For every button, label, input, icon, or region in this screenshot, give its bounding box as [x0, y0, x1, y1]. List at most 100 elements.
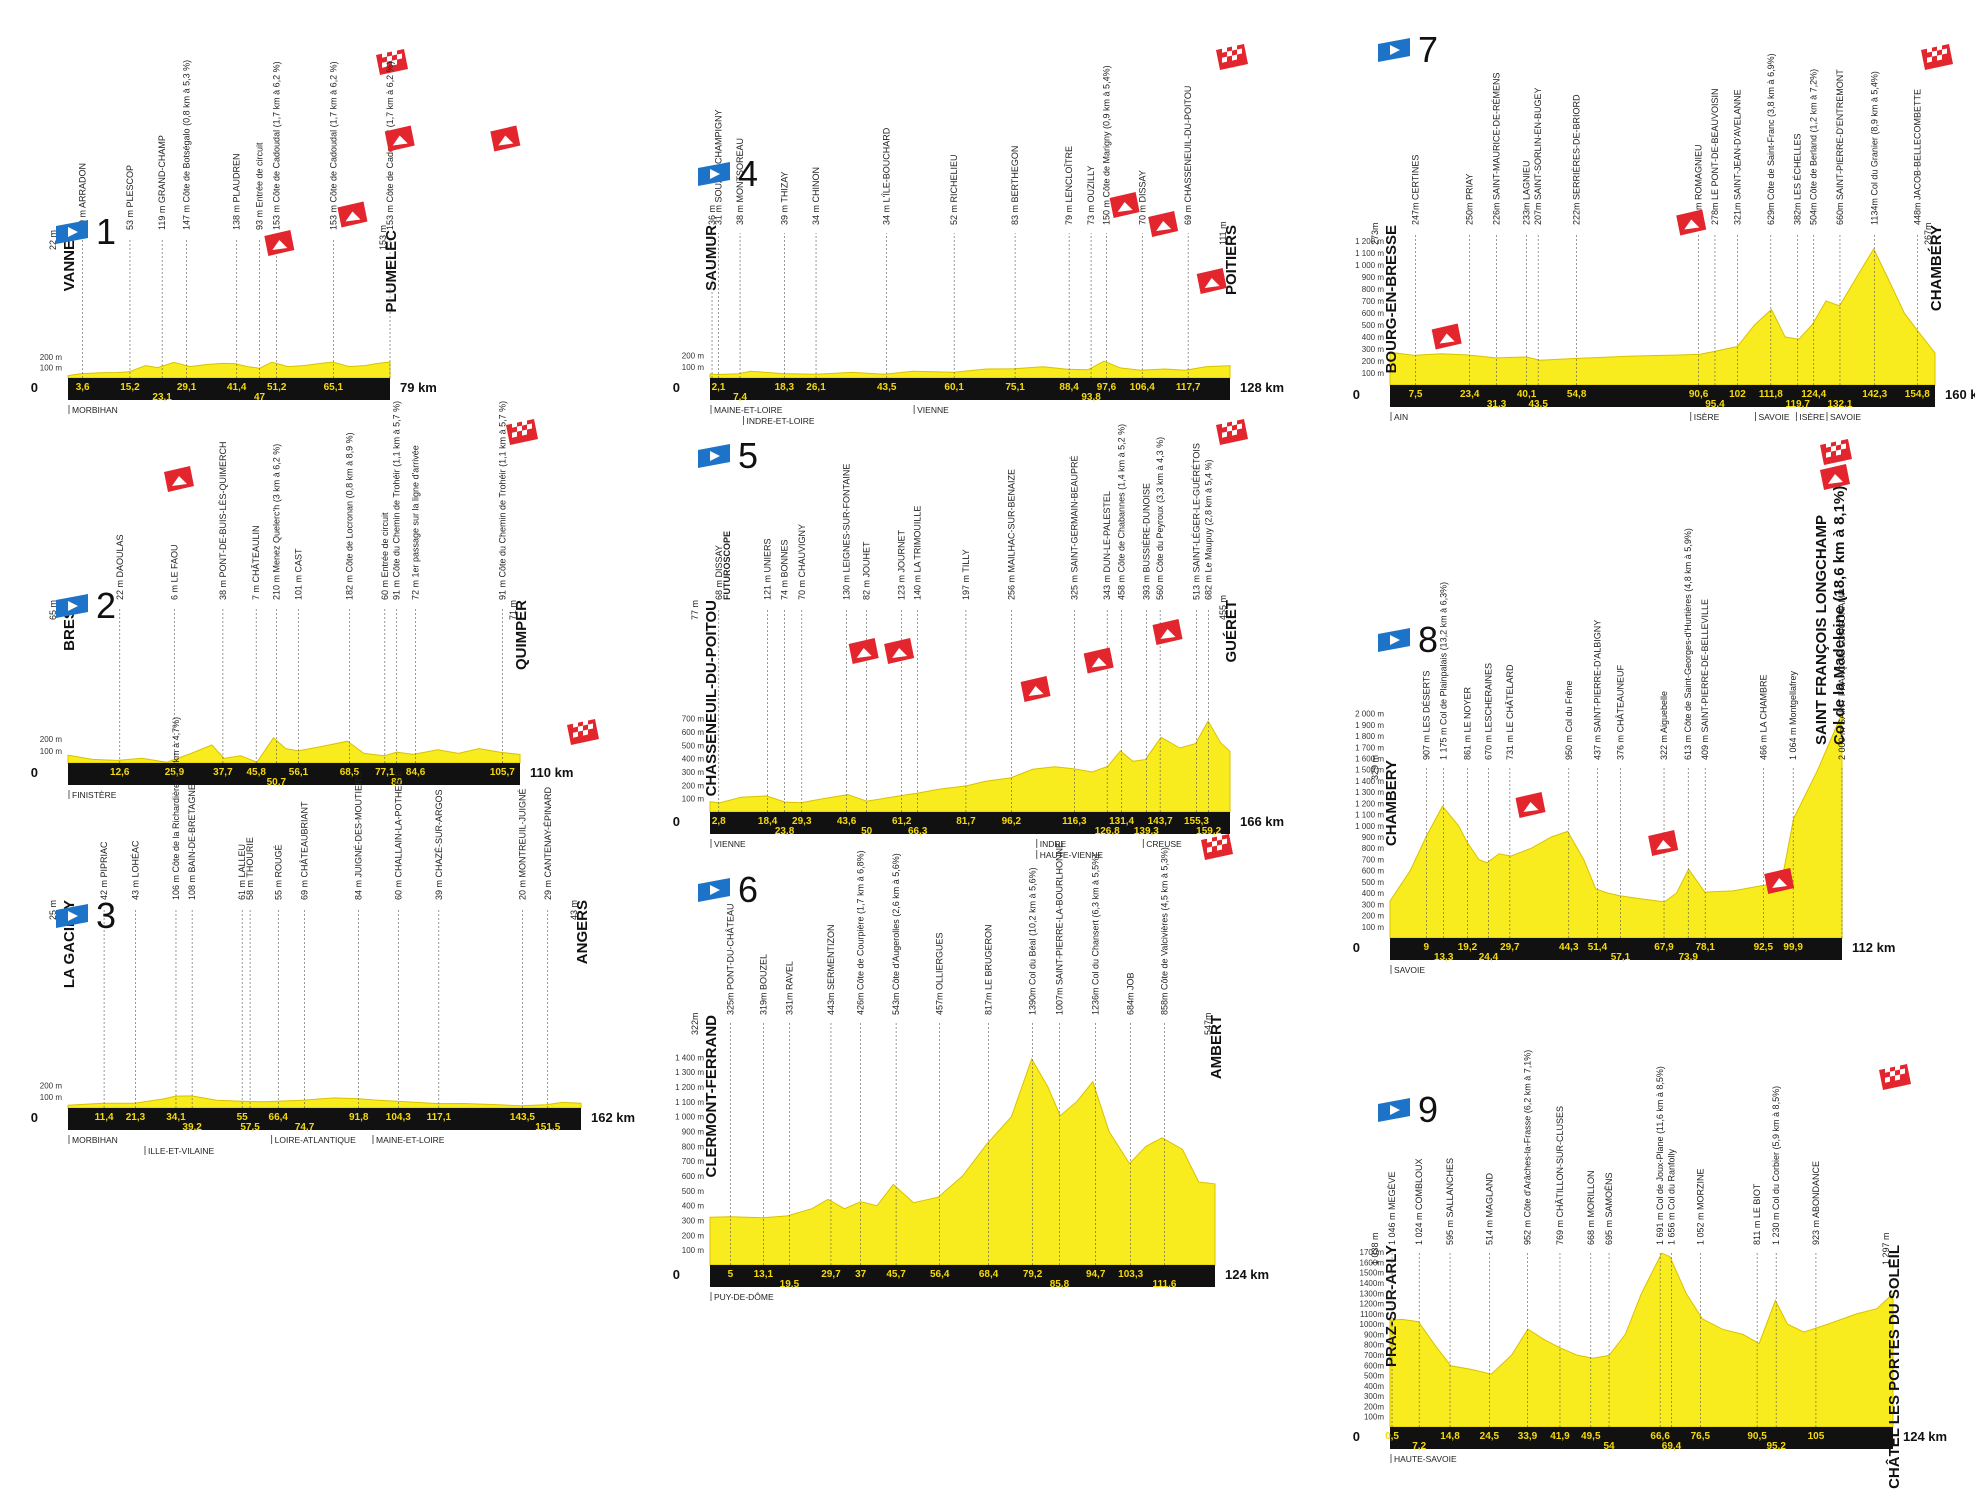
point-label: 343 m DUN-LE-PALESTEL	[1102, 491, 1112, 600]
y-tick-label: 500m	[1364, 1372, 1384, 1381]
checker-square	[1232, 429, 1237, 436]
km-top-label: 94,7	[1086, 1269, 1106, 1280]
finish-checkered-flag-icon	[1921, 44, 1953, 70]
play-triangle	[68, 911, 78, 921]
km-bottom-label: 54	[1603, 1441, 1615, 1452]
mountain-flag-icon	[1764, 868, 1795, 894]
km-top-label: 131,4	[1109, 816, 1134, 827]
start-flag-icon	[1378, 628, 1410, 652]
point-label: 443m SERMENTIZON	[826, 924, 836, 1015]
km-top-label: 155,3	[1184, 816, 1209, 827]
y-tick-label: 1 000 m	[1355, 822, 1384, 831]
checker-square	[1212, 840, 1217, 847]
checker-square	[578, 725, 583, 732]
point-label: 325m PONT-DU-CHÂTEAU	[725, 903, 735, 1015]
point-label: 42 m PIPRIAC	[99, 841, 109, 900]
y-tick-label: 200 m	[682, 1231, 705, 1240]
km-bottom-label: 57,5	[240, 1122, 260, 1133]
y-tick-label: 700 m	[682, 715, 705, 724]
checker-square	[1222, 56, 1227, 63]
km-top-label: 106,4	[1130, 382, 1155, 393]
km-bottom-label: 13,3	[1434, 952, 1454, 963]
km-top-label: 29,1	[177, 382, 197, 393]
place-name: SAUMUR	[703, 225, 720, 291]
start-altitude: 65 m	[48, 600, 58, 620]
km-top-label: 117,1	[427, 1112, 452, 1123]
km-bottom-label: 151,5	[535, 1122, 560, 1133]
y-tick-label: 100 m	[40, 364, 63, 373]
km-bar	[710, 378, 1230, 400]
checker-square	[1222, 838, 1227, 845]
point-label: 1 230 m Col du Corbier (5,9 km à 8,5%)	[1771, 1086, 1781, 1245]
point-label: 256 m MAILHAC-SUR-BENAIZE	[1006, 469, 1016, 600]
stage-distance: 160 km	[1945, 387, 1975, 402]
checker-square	[1932, 50, 1937, 57]
checker-square	[1237, 423, 1242, 430]
mountain-shape	[892, 648, 908, 658]
km-top-label: 34,1	[166, 1112, 186, 1123]
point-label: 409 m SAINT-PIERRE-DE-BELLEVILLE	[1700, 599, 1710, 760]
stage-distance: 79 km	[400, 380, 437, 395]
checker-square	[1237, 48, 1242, 55]
point-label: 1 175 m Col de Plainpalais (13,2 km à 6,…	[1439, 582, 1449, 760]
place-name: CHÂTEL LES PORTES DU SOLEIL	[1885, 1245, 1903, 1489]
finish-checkered-flag-icon	[1879, 1064, 1911, 1090]
region-label: PUY-DE-DÔME	[714, 1292, 774, 1302]
point-label: 43 m LOHÉAC	[130, 840, 140, 900]
stage-distance: 166 km	[1240, 814, 1284, 829]
play-triangle	[710, 885, 720, 895]
region-label: ISÈRE	[1694, 412, 1720, 422]
km-bottom-label: 50,7	[267, 777, 287, 788]
start-flag-icon	[56, 904, 88, 928]
km-bar	[1390, 1427, 1893, 1449]
checker-square	[397, 53, 402, 60]
checker-square	[1222, 46, 1227, 53]
checker-square	[573, 721, 578, 728]
km-bottom-label: 139,3	[1134, 826, 1159, 837]
place-name: PRAZ-SUR-ARLY	[1383, 1245, 1400, 1367]
checker-square	[387, 55, 392, 62]
mountain-flag-icon	[1148, 211, 1179, 237]
y-tick-label: 1 200 m	[1355, 799, 1384, 808]
start-flag-icon	[1378, 1098, 1410, 1122]
y-tick-label: 800m	[1364, 1341, 1384, 1350]
km-top-label: 96,2	[1002, 816, 1022, 827]
checker-square	[512, 421, 517, 428]
point-label: 121 m UNIERS	[763, 538, 773, 600]
point-label: 858m Côte de Valcivières (4,5 km à 5,3%)	[1160, 847, 1170, 1015]
y-tick-label: 400m	[1364, 1382, 1384, 1391]
y-tick-label: 900 m	[1362, 833, 1385, 842]
region-label: AIN	[1394, 412, 1408, 422]
km-bottom-label: 159,2	[1196, 826, 1221, 837]
y-tick-label: 600 m	[682, 1172, 705, 1181]
y-tick-label: 1200m	[1360, 1300, 1385, 1309]
km-top-label: 37	[855, 1269, 867, 1280]
region-label: INDRE	[1040, 839, 1067, 849]
point-label: 69 m CHASSENEUIL-DU-POITOU	[1183, 86, 1193, 225]
point-label: 731 m LE CHÂTELARD	[1505, 664, 1515, 760]
mountain-flag-icon	[1648, 830, 1679, 856]
checker-square	[1222, 421, 1227, 428]
y-tick-label: 200 m	[40, 353, 63, 362]
stage-distance: 162 km	[591, 1110, 635, 1125]
mountain-shape	[856, 648, 872, 658]
play-triangle	[1390, 635, 1400, 645]
point-label: 101 m CAST	[294, 548, 304, 600]
point-label: 1134m Col du Granier (8,9 km à 5,4%)	[1870, 71, 1880, 225]
checker-square	[1207, 836, 1212, 843]
checker-square	[1927, 46, 1932, 53]
checker-square	[392, 59, 397, 66]
mountain-shape	[1028, 686, 1044, 696]
km-bottom-label: 50	[861, 826, 873, 837]
point-label: 1 052 m MORZINE	[1695, 1168, 1705, 1245]
mountain-shape	[1117, 202, 1133, 212]
y-tick-label: 300m	[1364, 1392, 1384, 1401]
y-tick-label: 1 200 m	[675, 1083, 704, 1092]
km-top-label: 99,9	[1783, 942, 1803, 953]
point-label: 426m Côte de Courpière (1,7 km à 6,8%)	[856, 850, 866, 1015]
checker-square	[1227, 50, 1232, 57]
point-label: 668 m MORILLON	[1586, 1170, 1596, 1245]
km-top-label: 76,5	[1691, 1431, 1711, 1442]
km-bottom-label: 111,6	[1153, 1279, 1177, 1290]
